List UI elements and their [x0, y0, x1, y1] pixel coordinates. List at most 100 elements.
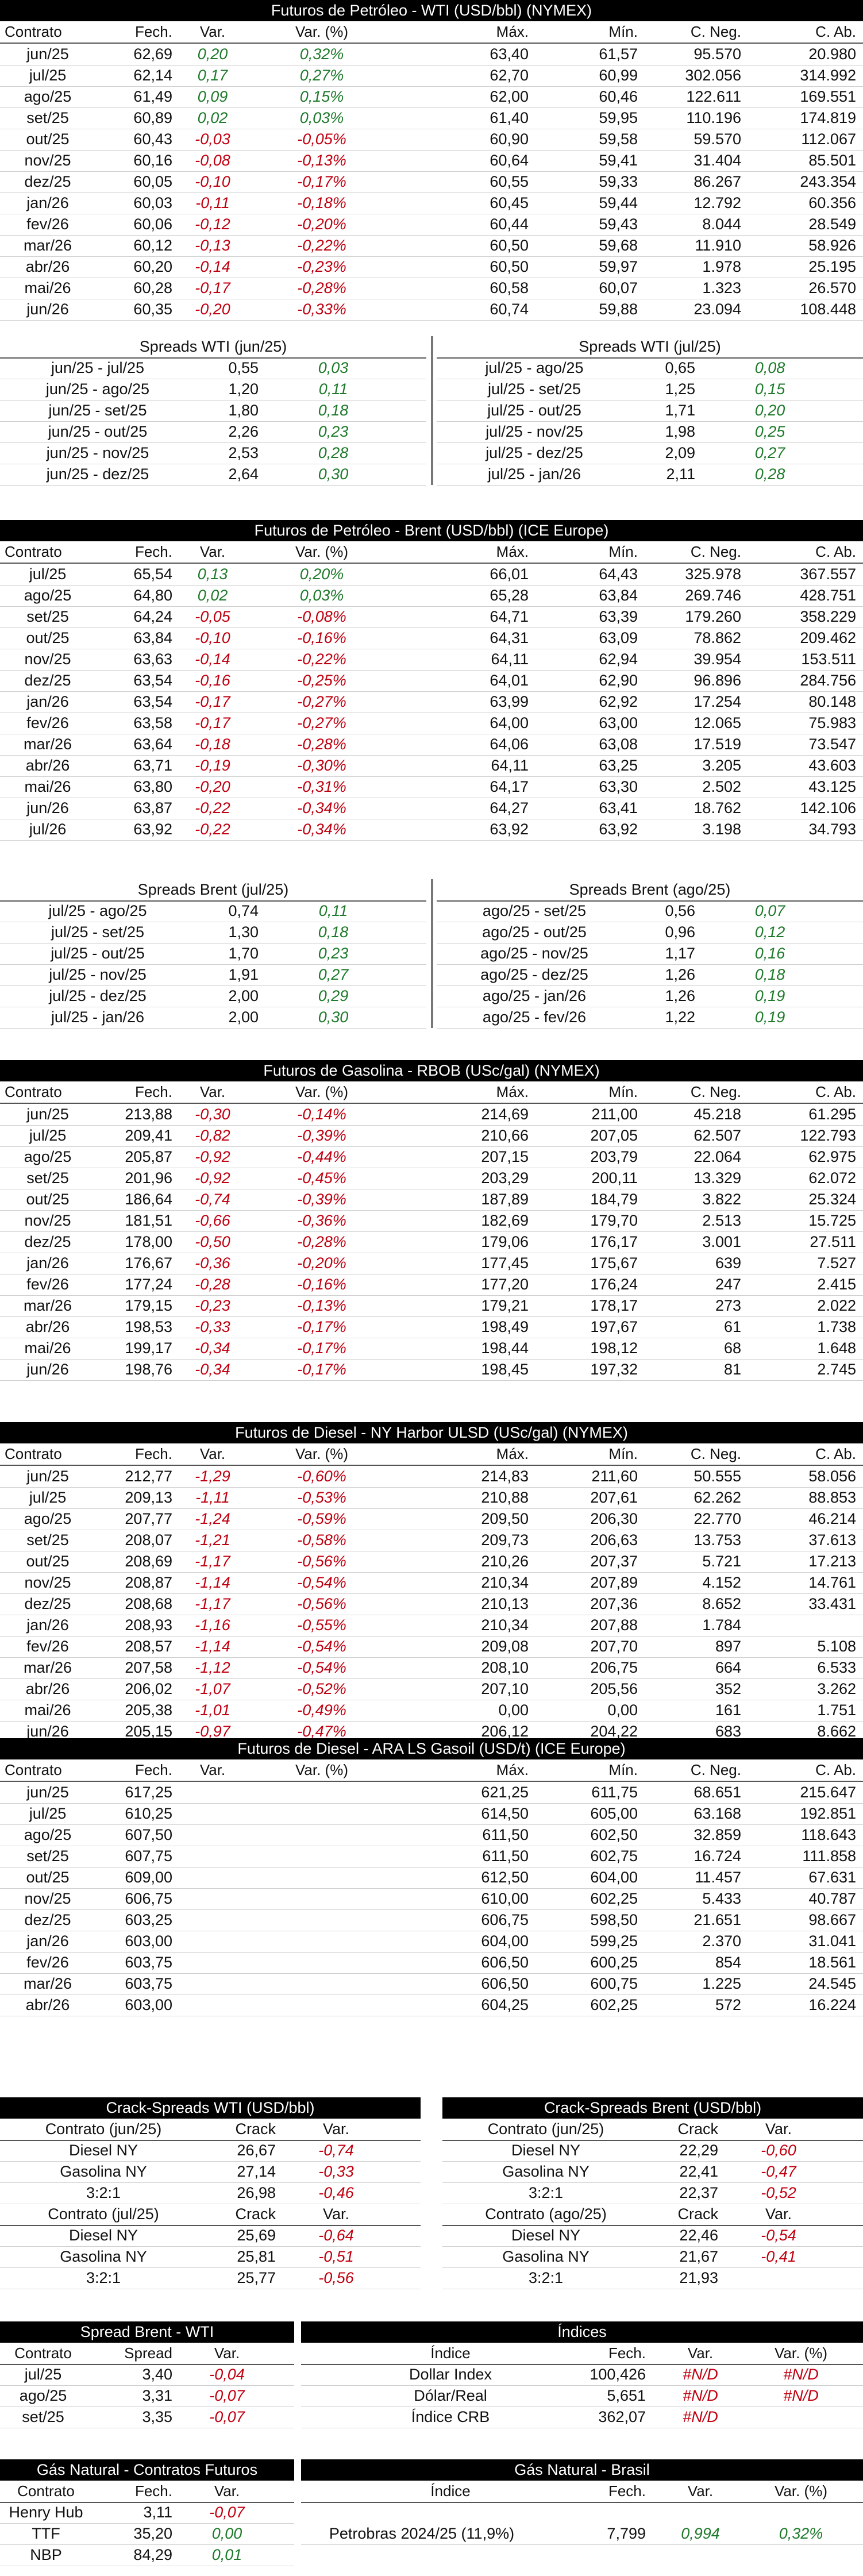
- brent-table-cell-3: -0,31%: [297, 778, 346, 795]
- wti-table-cell-7: 20.980: [808, 45, 856, 63]
- wti-spreads-var: 0,15: [754, 380, 785, 398]
- rbob-table-cell-1: 201,96: [125, 1169, 172, 1187]
- wti-table-cell-5: 59,33: [599, 173, 638, 190]
- brent-table-cell-6: 325.978: [685, 565, 741, 583]
- brent-spreads-value: 0,96: [665, 923, 695, 941]
- ulsd-table-cell-3: -0,47%: [297, 1723, 346, 1740]
- brent-table-cell-0: dez/25: [24, 672, 71, 689]
- rbob-table-cell-7: 27.511: [810, 1233, 856, 1250]
- rbob-table-cell-3: -0,17%: [297, 1339, 346, 1357]
- indices-varpct: #N/D: [783, 2387, 819, 2404]
- rbob-table-cell-4: 177,20: [481, 1276, 529, 1293]
- ulsd-table-cell-5: 205,56: [590, 1680, 638, 1697]
- gasoil-table-cell-2: [172, 1994, 253, 2016]
- brent-table-cell-3: -0,28%: [297, 736, 346, 753]
- rbob-table-cell-4: 179,21: [481, 1297, 529, 1314]
- gasoil-table-cell-6: 854: [715, 1954, 741, 1971]
- ulsd-table-header-5: Mín.: [608, 1445, 638, 1462]
- brent-table-cell-5: 63,39: [599, 608, 638, 625]
- brent-table-cell-1: 63,63: [133, 650, 172, 668]
- gasoil-table-cell-5: 602,25: [590, 1890, 638, 1907]
- brent-table-cell-0: out/25: [26, 629, 70, 646]
- gasoil-table-row: set/25 607,75 611,50 602,75 16.724 111.858: [0, 1846, 863, 1867]
- ulsd-table-cell-2: -1,14: [195, 1638, 230, 1655]
- gasoil-table-header-1: Fech.: [134, 1761, 172, 1778]
- gasoil-table-cell-0: nov/25: [24, 1890, 71, 1907]
- brent-spreads-value: 1,70: [228, 945, 259, 962]
- wti-table-cell-1: 62,69: [133, 45, 172, 63]
- brent-table-cell-3: -0,30%: [297, 757, 346, 774]
- wti-table-cell-0: jan/26: [26, 194, 69, 211]
- gasoil-table-cell-3: [253, 1888, 391, 1909]
- wti-table-row: mai/26 60,28 -0,17 -0,28% 60,58 60,07 1.323 26.…: [0, 278, 863, 299]
- spread-bw-header-1: Spread: [124, 2344, 172, 2362]
- rbob-table-cell-6: 22.064: [694, 1148, 741, 1165]
- gasoil-table-cell-3: [253, 1909, 391, 1931]
- brent-spreads-value: 1,30: [228, 923, 259, 941]
- brent-spreads-var: 0,16: [754, 945, 785, 962]
- brent-table-cell-4: 65,28: [490, 587, 529, 604]
- spread-bw-headers: Contrato Spread Var.: [0, 2343, 294, 2365]
- ulsd-table-cell-3: -0,56%: [297, 1553, 346, 1570]
- crack-contract-label: Contrato (jun/25): [45, 2120, 162, 2138]
- crack-value: 27,14: [237, 2163, 276, 2180]
- rbob-table-cell-0: jul/25: [29, 1127, 67, 1144]
- wti-table-header-6: C. Neg.: [690, 23, 741, 40]
- brent-spreads-pair: ago/25 - set/25: [482, 902, 587, 919]
- rbob-table-cell-5: 211,00: [591, 1106, 638, 1123]
- gasoil-table-cell-2: [172, 1782, 253, 1803]
- ulsd-table-cell-4: 210,13: [481, 1595, 529, 1612]
- gasoil-table-cell-7: 24.545: [808, 1975, 856, 1992]
- wti-spreads-spread_right-title: Spreads WTI (jul/25): [437, 336, 863, 359]
- gasoil-table-body: jun/25 617,25 621,25 611,75 68.651 215.647 jul…: [0, 1782, 863, 2016]
- brent-table-cell-1: 63,84: [133, 629, 172, 646]
- brent-table-row: ago/25 64,80 0,02 0,03% 65,28 63,84 269.746 428…: [0, 585, 863, 607]
- ulsd-table-row: jun/25 212,77 -1,29 -0,60% 214,83 211,60 50.55…: [0, 1466, 863, 1488]
- gas-br-header-index: Índice: [430, 2482, 471, 2500]
- rbob-table-cell-1: 178,00: [125, 1233, 172, 1250]
- gasoil-table-cell-1: 603,00: [125, 1996, 172, 2013]
- ulsd-table-cell-3: -0,54%: [297, 1659, 346, 1676]
- gasoil-table-header-3: Var. (%): [295, 1761, 348, 1778]
- gasoil-table-cell-7: 31.041: [808, 1932, 856, 1950]
- brent-table-cell-4: 66,01: [490, 565, 529, 583]
- gasoil-table-row: ago/25 607,50 611,50 602,50 32.859 118.643: [0, 1824, 863, 1846]
- brent-table-cell-2: -0,16: [195, 672, 230, 689]
- wti-table-cell-7: 169.551: [800, 88, 856, 105]
- crack-product: 3:2:1: [528, 2269, 564, 2286]
- crack-value: 22,41: [679, 2163, 718, 2180]
- gas-fut-headers: Contrato Fech. Var.: [0, 2481, 294, 2503]
- wti-spreads-value: 0,65: [665, 359, 695, 376]
- ulsd-table-cell-3: -0,58%: [297, 1531, 346, 1549]
- wti-spreads-pair: jun/25 - dez/25: [46, 465, 149, 483]
- wti-table-cell-0: dez/25: [24, 173, 71, 190]
- ulsd-table-cell-0: jun/26: [26, 1723, 69, 1740]
- ulsd-table-cell-6: 8.652: [702, 1595, 741, 1612]
- crack-value: 26,67: [237, 2142, 276, 2159]
- brent-table-cell-3: -0,16%: [297, 629, 346, 646]
- rbob-table-cell-0: ago/25: [24, 1148, 72, 1165]
- rbob-table-cell-1: 176,67: [125, 1254, 172, 1272]
- brent-spreads-spread_right-row: ago/25 - dez/25 1,26 0,18: [437, 964, 863, 986]
- wti-table-cell-0: jun/26: [26, 301, 69, 318]
- crack-var-label: Var.: [765, 2205, 792, 2223]
- gas-fut-var: -0,07: [209, 2504, 245, 2521]
- wti-table-cell-2: -0,13: [195, 237, 230, 254]
- brent-spreads-pair: ago/25 - dez/25: [480, 966, 588, 983]
- indices-var: #N/D: [683, 2408, 718, 2425]
- brent-table-row: mai/26 63,80 -0,20 -0,31% 64,17 63,30 2.502 43.…: [0, 776, 863, 798]
- brent-table-cell-7: 209.462: [800, 629, 856, 646]
- rbob-table-cell-7: 15.725: [808, 1212, 856, 1229]
- gasoil-table-cell-7: 40.787: [808, 1890, 856, 1907]
- ulsd-table-cell-2: -1,14: [195, 1574, 230, 1591]
- ulsd-table-cell-3: -0,49%: [297, 1701, 346, 1719]
- gasoil-table-cell-1: 610,25: [125, 1805, 172, 1822]
- brent-table-cell-2: -0,22: [195, 799, 230, 817]
- gasoil-table-cell-2: [172, 1931, 253, 1952]
- brent-table-cell-7: 284.756: [800, 672, 856, 689]
- ulsd-table-cell-4: 209,08: [481, 1638, 529, 1655]
- crack-block-header: Contrato (ago/25) Crack Var.: [442, 2204, 863, 2226]
- ulsd-table-cell-5: 211,60: [591, 1468, 638, 1485]
- gasoil-table-header-6: C. Neg.: [690, 1761, 741, 1778]
- wti-table-cell-5: 60,99: [599, 67, 638, 84]
